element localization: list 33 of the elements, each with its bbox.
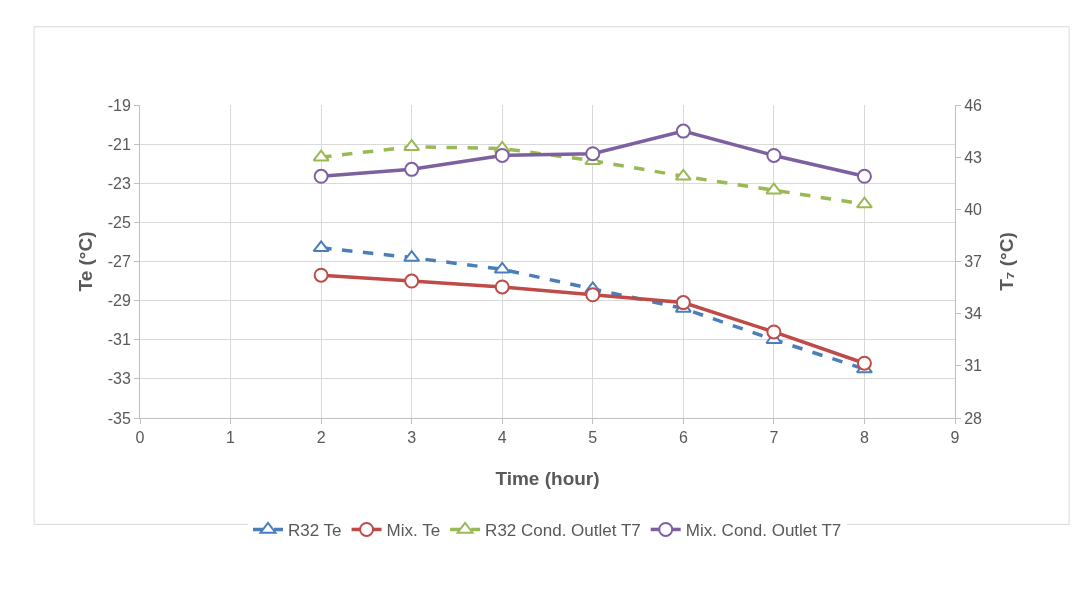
x-tick-label: 9 [950, 429, 960, 447]
x-tick-label: 3 [407, 429, 417, 447]
x-tick-label: 5 [588, 429, 598, 447]
x-tick-label: 1 [226, 429, 236, 447]
y-tick-label: -23 [107, 174, 131, 192]
x-tick-label: 2 [316, 429, 326, 447]
y2-tick-label: 43 [964, 148, 983, 166]
y2-tick-label: 46 [964, 96, 983, 114]
y2-tick-label: 34 [964, 305, 983, 323]
y-tick-label: -35 [107, 409, 131, 427]
y-tick-label: -31 [107, 331, 131, 349]
y-axis-title: Te (°C) [75, 231, 96, 292]
legend-label: Mix. Te [386, 521, 441, 541]
x-tick-label: 6 [678, 429, 688, 447]
y2-tick-label: 28 [964, 409, 983, 427]
y-tick-label: -21 [107, 135, 131, 153]
x-tick-label: 0 [135, 429, 145, 447]
y2-tick-label: 31 [964, 357, 983, 375]
x-tick-label: 8 [859, 429, 869, 447]
legend-label: Mix. Cond. Outlet T7 [685, 521, 842, 541]
legend-label: R32 Cond. Outlet T7 [485, 521, 641, 541]
y2-axis-title: T₇ (°C) [995, 232, 1017, 291]
y-tick-label: -25 [107, 213, 131, 231]
y-tick-label: -27 [107, 253, 131, 271]
y2-tick-label: 37 [964, 253, 983, 271]
legend-label: R32 Te [288, 521, 342, 541]
x-tick-label: 4 [497, 429, 507, 447]
y-tick-label: -29 [107, 292, 131, 310]
y2-tick-label: 40 [964, 200, 983, 218]
x-axis-title: Time (hour) [495, 468, 600, 489]
y-tick-label: -19 [107, 96, 131, 114]
y-tick-label: -33 [107, 370, 131, 388]
x-tick-label: 7 [769, 429, 779, 447]
